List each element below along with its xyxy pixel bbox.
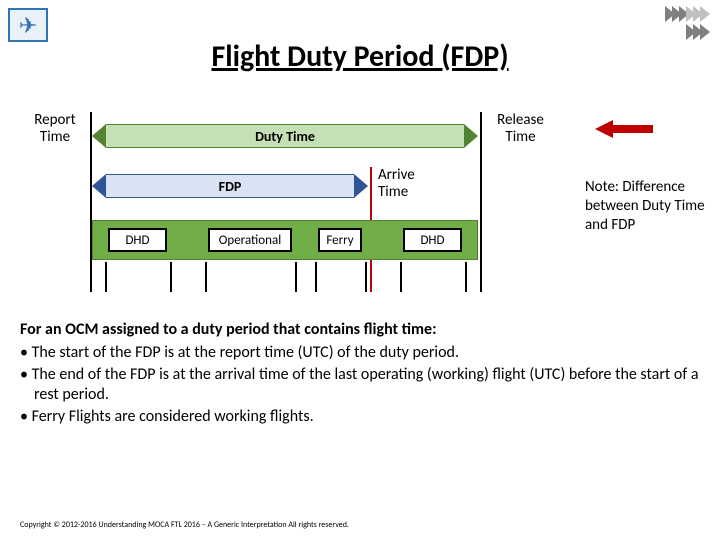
red-arrow-icon [595,120,653,138]
fdp-label: FDP [219,178,242,195]
body-text: For an OCM assigned to a duty period tha… [20,320,700,429]
bullet-1: The start of the FDP is at the report ti… [20,343,700,364]
airplane-icon: ✈ [8,8,48,42]
segment-dhd1: DHD [108,228,167,252]
note-text: Note: Difference between Duty Time and F… [585,178,710,234]
vline-release [480,112,482,292]
tick [105,262,107,292]
segment-operational: Operational [208,228,292,252]
label-release: Release Time [488,112,553,147]
duty-time-bar: Duty Time [92,124,478,148]
decorative-chevrons [668,6,710,40]
segment-dhd2: DHD [403,228,462,252]
segment-ferry: Ferry [318,228,362,252]
body-lead: For an OCM assigned to a duty period tha… [20,320,700,341]
duty-time-label: Duty Time [255,128,315,145]
fdp-diagram: Report Time Release Time Arrive Time Dut… [30,112,570,292]
tick [400,262,402,292]
bullet-2: The end of the FDP is at the arrival tim… [20,365,700,407]
tick [465,262,467,292]
copyright-text: Copyright © 2012-2016 Understanding MOCA… [20,520,349,530]
tick [365,262,367,292]
tick [295,262,297,292]
tick [315,262,317,292]
tick [205,262,207,292]
label-report: Report Time [25,112,85,147]
tick [170,262,172,292]
fdp-bar: FDP [92,174,368,198]
label-arrive: Arrive Time [378,167,433,202]
page-title: Flight Duty Period (FDP) [0,38,720,75]
bullet-3: Ferry Flights are considered working fli… [20,407,700,428]
